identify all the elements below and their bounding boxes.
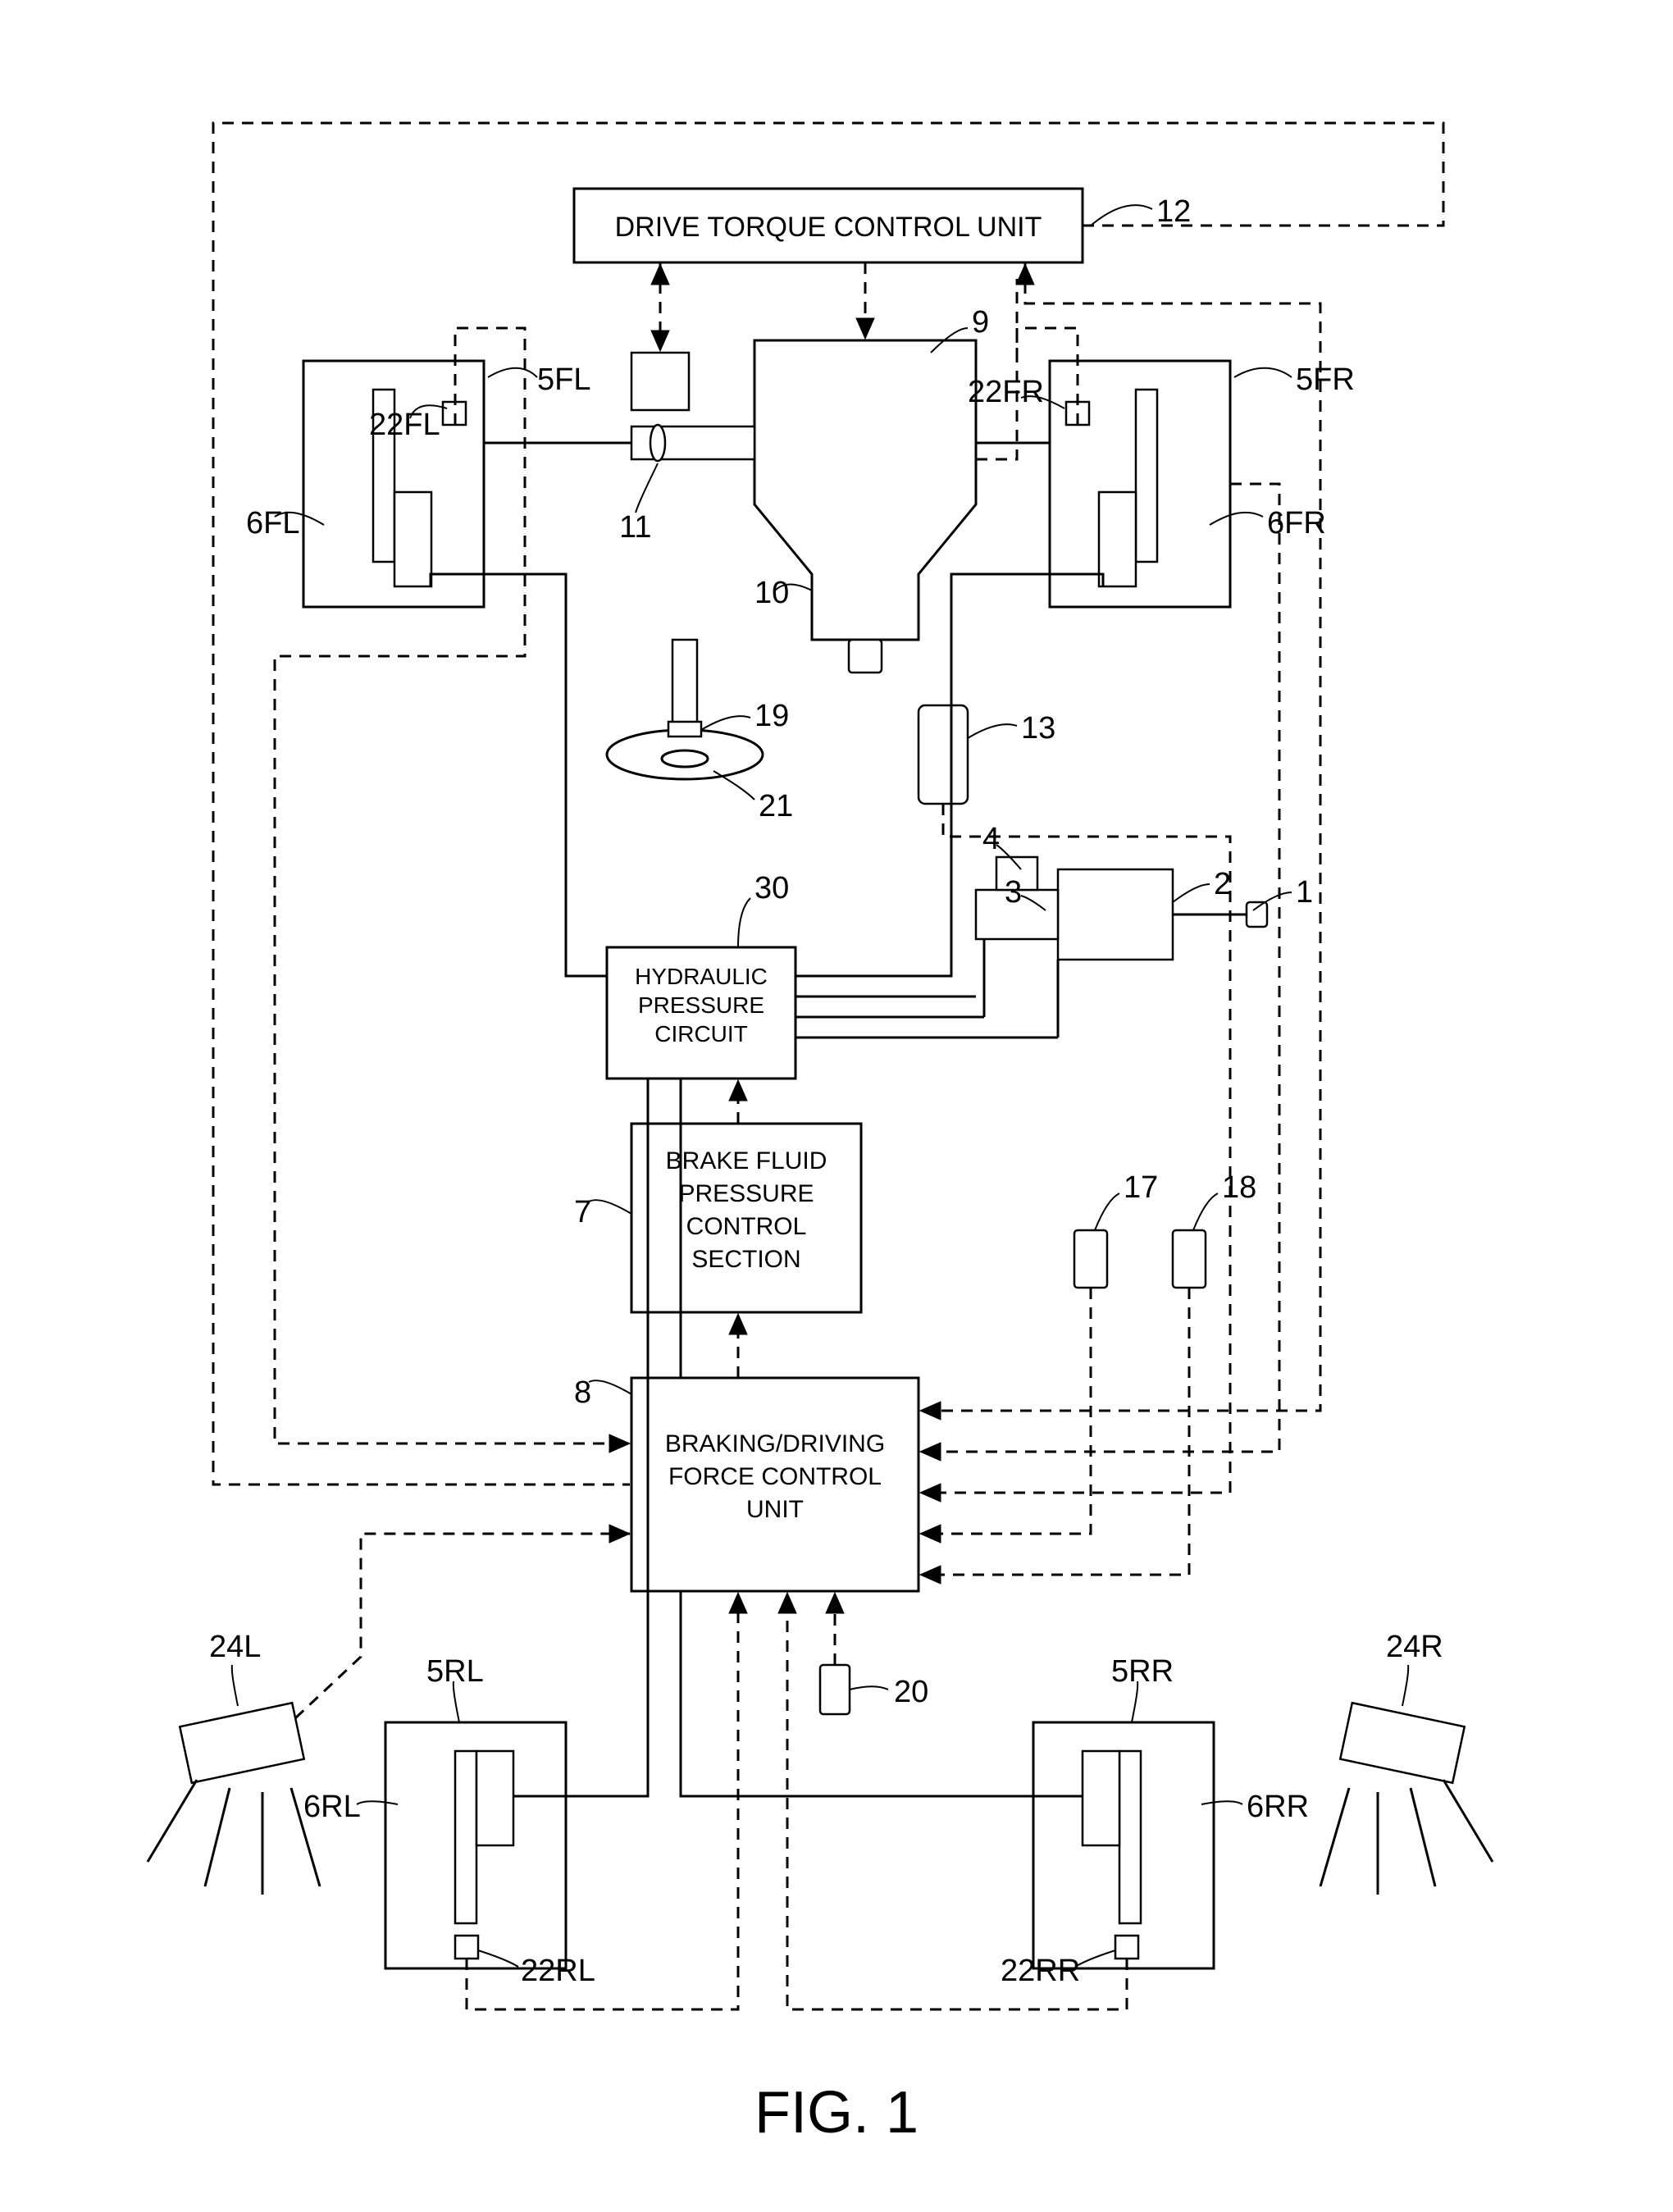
lbl-24L: 24L [209, 1630, 261, 1664]
lbl-22FR: 22FR [968, 375, 1044, 409]
hydraulic-label-2: PRESSURE [638, 992, 764, 1018]
bf-label-1: BRAKE FLUID [666, 1147, 827, 1174]
hydraulic-label-3: CIRCUIT [654, 1021, 748, 1047]
sensor-17 [1074, 1230, 1107, 1288]
sensor-20 [820, 1665, 850, 1714]
lbl-8: 8 [574, 1375, 591, 1410]
lbl-6FR: 6FR [1267, 506, 1326, 540]
bf-label-2: PRESSURE [678, 1180, 814, 1207]
lbl-22RL: 22RL [521, 1954, 595, 1988]
hydraulic-label-1: HYDRAULIC [635, 964, 768, 989]
sensor-13 [919, 705, 968, 804]
lbl-20: 20 [894, 1675, 928, 1709]
lbl-18: 18 [1222, 1170, 1256, 1205]
lbl-5FR: 5FR [1296, 363, 1355, 397]
lbl-11: 11 [619, 510, 651, 545]
wheel-5FL [303, 361, 484, 607]
lbl-30: 30 [754, 871, 789, 905]
bf-label-3: CONTROL [686, 1213, 807, 1240]
camera-24L [148, 1703, 320, 1895]
lbl-3: 3 [1005, 875, 1022, 910]
lbl-2: 2 [1214, 867, 1231, 901]
lbl-13: 13 [1021, 711, 1055, 746]
diagram-canvas: DRIVE TORQUE CONTROL UNIT HYDRAULIC PRES… [0, 0, 1673, 2212]
lbl-5RL: 5RL [426, 1654, 484, 1689]
lbl-5RR: 5RR [1111, 1654, 1174, 1689]
lbl-6RL: 6RL [303, 1790, 361, 1824]
lbl-9: 9 [972, 305, 989, 340]
lbl-5FL: 5FL [537, 363, 590, 397]
lbl-19: 19 [754, 699, 789, 733]
figure-caption: FIG. 1 [754, 2080, 919, 2146]
bd-label-3: UNIT [746, 1496, 804, 1523]
lbl-24R: 24R [1386, 1630, 1443, 1664]
engine-transmission [631, 340, 976, 673]
lbl-12: 12 [1156, 194, 1191, 229]
lbl-22RR: 22RR [1001, 1954, 1080, 1988]
lbl-4: 4 [982, 822, 1000, 856]
steering [607, 640, 763, 779]
wheel-5RL [385, 1722, 566, 1968]
lbl-7: 7 [574, 1195, 591, 1229]
hyd-to-6FL [431, 574, 607, 976]
lbl-6FL: 6FL [246, 506, 299, 540]
lbl-6RR: 6RR [1247, 1790, 1309, 1824]
lbl-10: 10 [754, 576, 789, 610]
lbl-21: 21 [759, 789, 793, 823]
camera-24R [1320, 1703, 1493, 1895]
sensor-18 [1173, 1230, 1206, 1288]
lbl-22FL: 22FL [369, 408, 440, 442]
bd-label-2: FORCE CONTROL [668, 1463, 882, 1490]
bd-label-1: BRAKING/DRIVING [665, 1430, 885, 1457]
drive-torque-label: DRIVE TORQUE CONTROL UNIT [615, 212, 1042, 243]
bf-label-4: SECTION [691, 1246, 800, 1273]
wheel-5RR [1033, 1722, 1214, 1968]
lbl-17: 17 [1124, 1170, 1158, 1205]
hyd-to-6RL [513, 1079, 648, 1796]
lbl-1: 1 [1296, 875, 1313, 910]
